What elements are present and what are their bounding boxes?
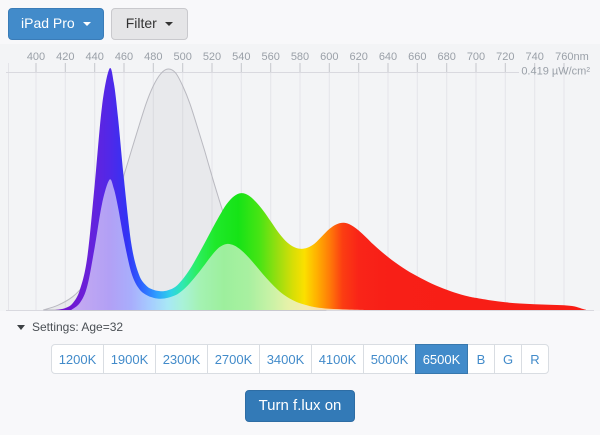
x-axis-tick-label: 640	[379, 51, 397, 63]
temp-button-g[interactable]: G	[494, 344, 522, 374]
temp-button-2300k[interactable]: 2300K	[155, 344, 208, 374]
temp-button-1200k[interactable]: 1200K	[51, 344, 104, 374]
spectrum-chart: 400 420 440 460 480 500 520 540 560 580 600 620 640 6…	[6, 51, 594, 311]
temp-button-2700k[interactable]: 2700K	[207, 344, 260, 374]
x-axis-tick-label: 720	[496, 51, 514, 63]
temperature-button-row: 1200K 1900K 2300K 2700K 3400K 4100K 5000K 6500K…	[0, 344, 600, 374]
filter-dropdown-label: Filter	[125, 15, 157, 31]
x-axis-tick-label: 680	[438, 51, 456, 63]
x-axis-tick-label: 580	[291, 51, 309, 63]
settings-toggle[interactable]: Settings: Age=32	[17, 320, 123, 334]
temp-button-5000k[interactable]: 5000K	[363, 344, 416, 374]
y-max-label: 0.419 µW/cm²	[521, 66, 590, 78]
x-axis-tick-label: 540	[232, 51, 250, 63]
filtered-spectrum-curve	[71, 179, 366, 310]
caret-down-icon	[82, 21, 91, 26]
settings-label: Settings: Age=32	[32, 320, 124, 334]
collapse-caret-icon	[17, 324, 25, 330]
power-button[interactable]: Turn f.lux on	[244, 390, 356, 422]
spectrum-plot: 400 420 440 460 480 500 520 540 560 580 600 620 640 6…	[6, 51, 594, 311]
x-axis-tick-label: 400	[27, 51, 45, 63]
x-axis-tick-label: 760nm	[555, 51, 589, 63]
x-axis-tick-label: 440	[86, 51, 104, 63]
x-axis-tick-label: 660	[408, 51, 426, 63]
temp-button-r[interactable]: R	[521, 344, 549, 374]
temperature-button-group: 1200K 1900K 2300K 2700K 3400K 4100K 5000K 6500K…	[51, 344, 549, 374]
power-button-row: Turn f.lux on	[0, 390, 600, 422]
x-axis-tick-label: 480	[144, 51, 162, 63]
caret-down-icon	[164, 21, 173, 26]
x-axis-tick-label: 740	[526, 51, 544, 63]
temp-button-b[interactable]: B	[467, 344, 495, 374]
x-axis-tick-label: 460	[115, 51, 133, 63]
temp-button-4100k[interactable]: 4100K	[311, 344, 364, 374]
temp-button-3400k[interactable]: 3400K	[259, 344, 312, 374]
toolbar: iPad Pro Filter	[8, 8, 188, 40]
x-axis-tick-label: 700	[467, 51, 485, 63]
x-axis-tick-label: 600	[320, 51, 338, 63]
temp-button-1900k[interactable]: 1900K	[103, 344, 156, 374]
temp-button-6500k[interactable]: 6500K	[415, 344, 468, 374]
device-dropdown-button[interactable]: iPad Pro	[8, 8, 104, 40]
device-dropdown-label: iPad Pro	[21, 15, 75, 31]
x-axis-tick-label: 420	[56, 51, 74, 63]
x-axis-tick-label: 520	[203, 51, 221, 63]
x-axis-tick-label: 560	[262, 51, 280, 63]
filter-dropdown-button[interactable]: Filter	[110, 8, 188, 40]
x-axis-tick-label: 620	[350, 51, 368, 63]
x-axis-tick-label: 500	[174, 51, 192, 63]
